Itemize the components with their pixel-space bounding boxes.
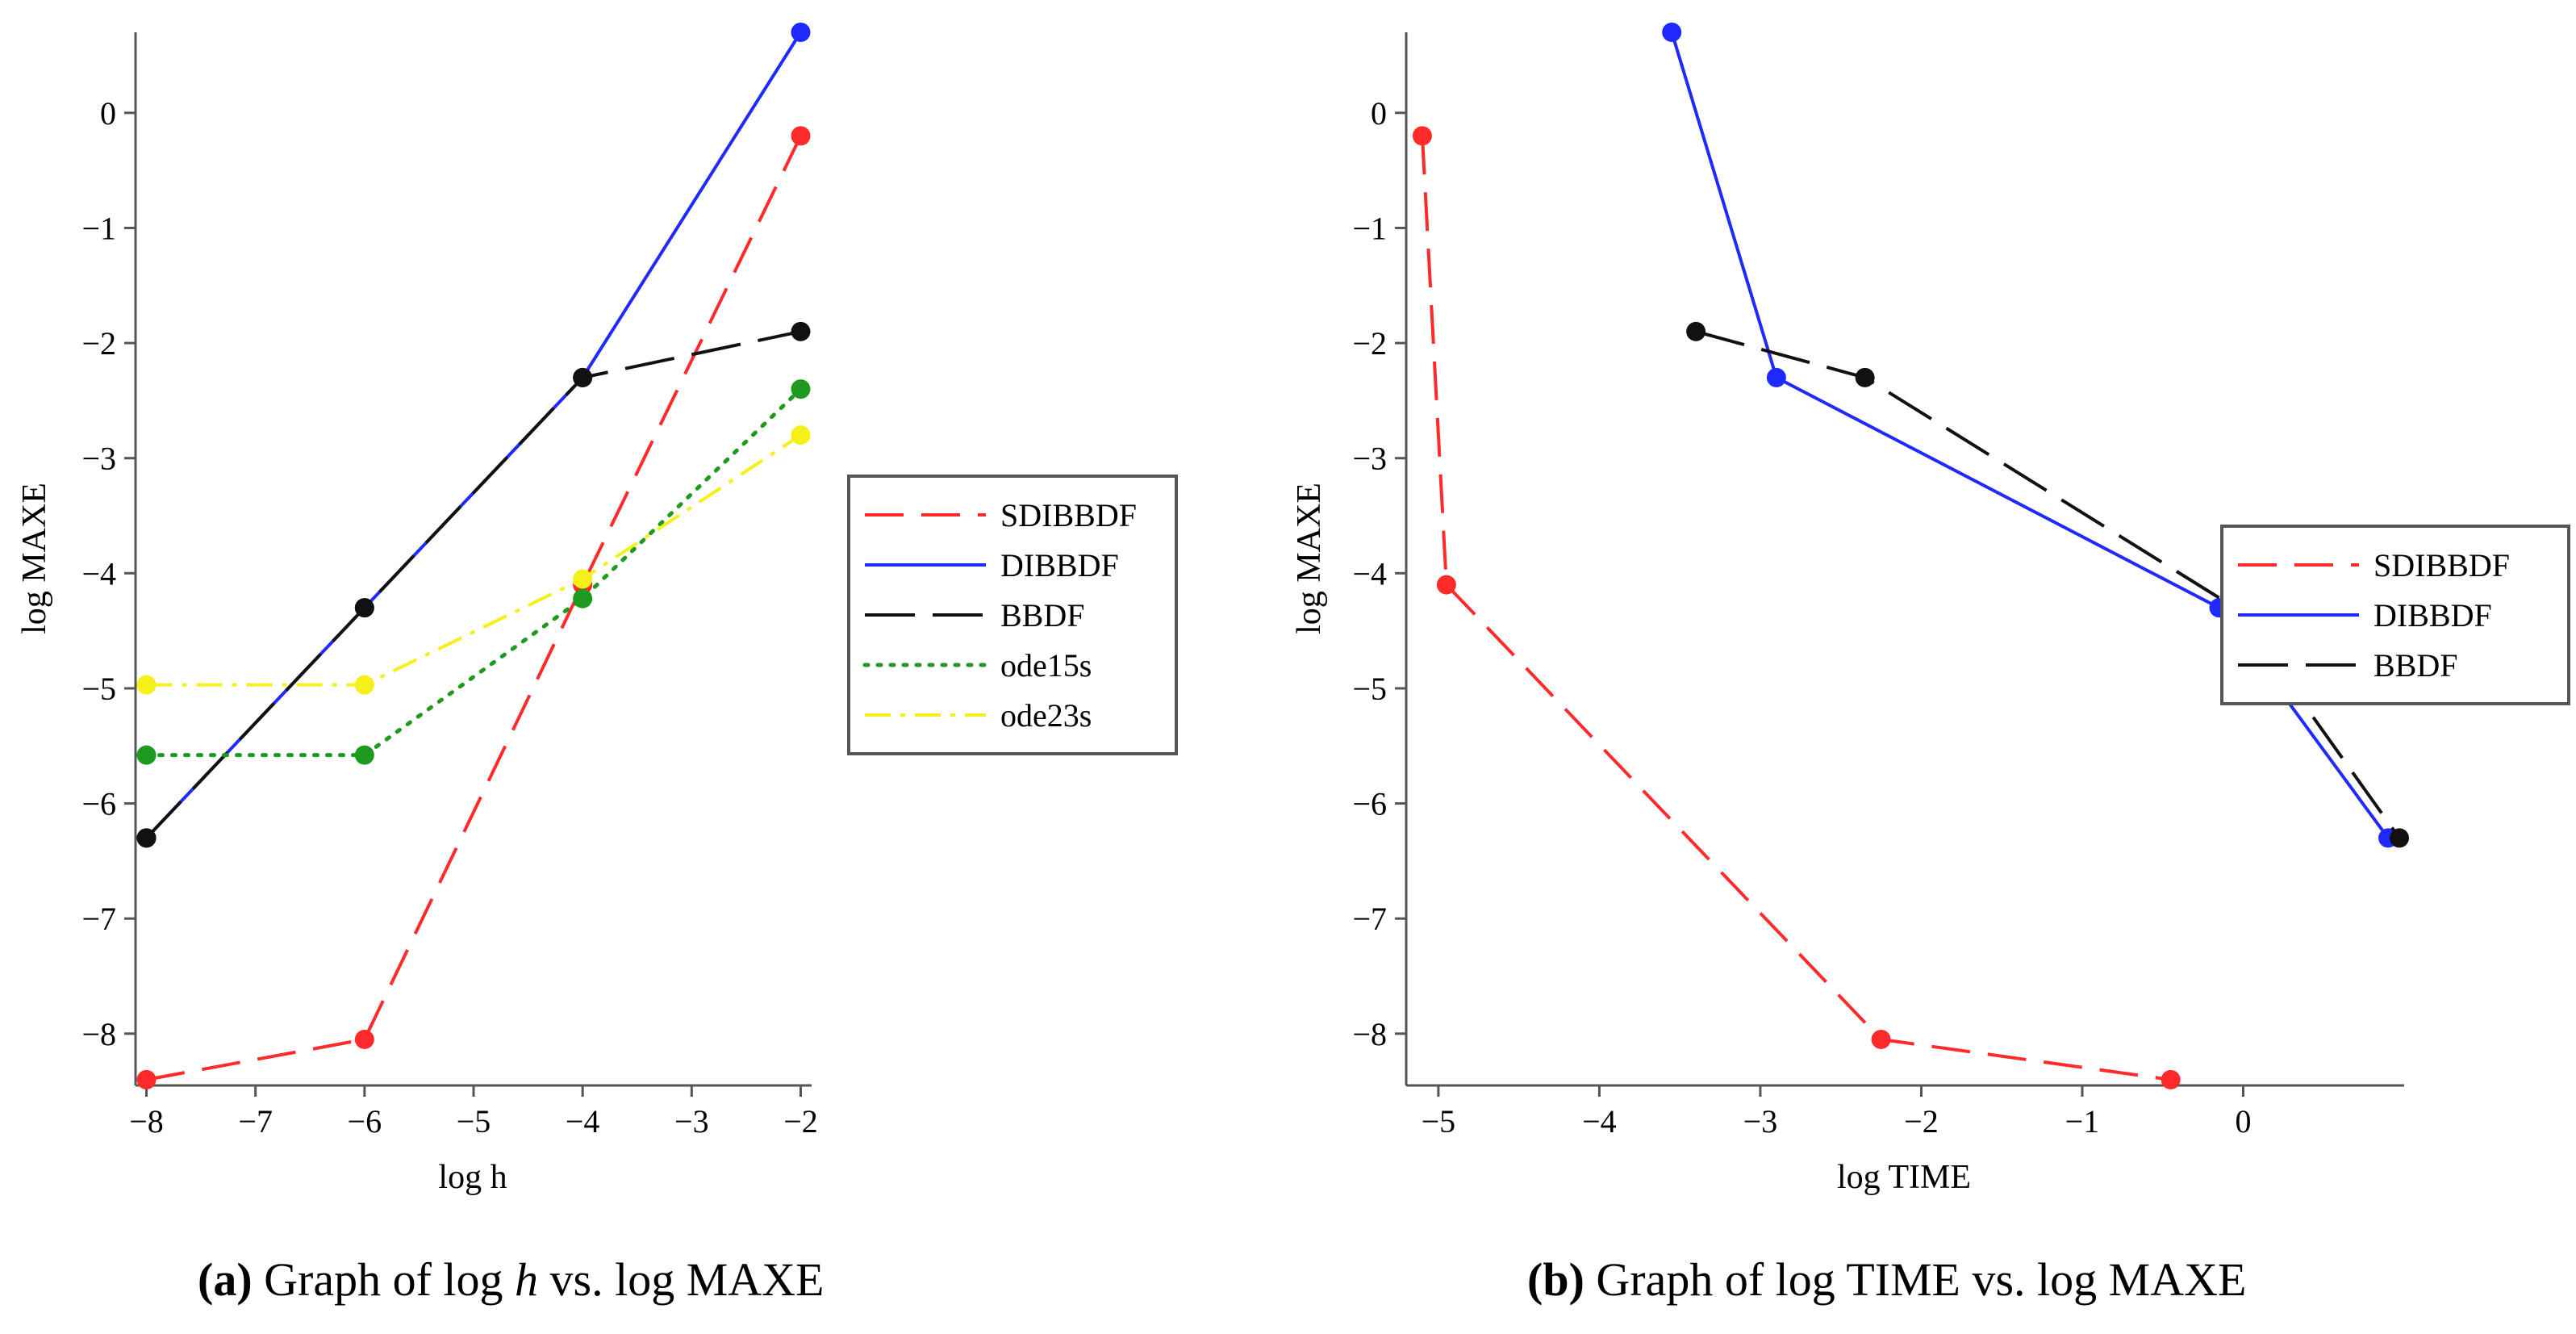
series-line-ode23s bbox=[146, 433, 802, 687]
data-point-ode15s bbox=[791, 379, 811, 399]
chart-b: −5 −4 −3 −2 −1 0 0 −1 −2 −3 −4 −5 −6 −7 −8 SDIBBDF DIBB… bbox=[1291, 23, 2570, 1196]
legend-label-ode23s: ode23s bbox=[1000, 697, 1092, 734]
data-point-ode23s bbox=[136, 675, 157, 695]
data-point-sdibbdf bbox=[1436, 575, 1456, 595]
y-tick-label: −5 bbox=[81, 671, 116, 707]
legend-label-sdibbdf: SDIBBDF bbox=[1000, 497, 1137, 533]
y-tick-label: 0 bbox=[1371, 95, 1387, 132]
x-tick-label: −3 bbox=[674, 1103, 709, 1140]
data-point-bbdf bbox=[573, 367, 593, 387]
panel-a: −8 −7 −6 −5 −4 −3 −2 0 −1 −2 −3 −4 −5 −6 −7 −8 SDIBBDF D… bbox=[0, 0, 1288, 1211]
caption-b: (b) Graph of log TIME vs. log MAXE bbox=[1527, 1252, 2246, 1307]
data-point-ode15s bbox=[573, 588, 593, 608]
x-axis-label: log TIME bbox=[1837, 1159, 1971, 1196]
y-tick-label: −6 bbox=[1352, 786, 1387, 822]
data-point-ode23s bbox=[573, 569, 593, 589]
chart-a: −8 −7 −6 −5 −4 −3 −2 0 −1 −2 −3 −4 −5 −6 −7 −8 SDIBBDF D… bbox=[16, 23, 1178, 1196]
x-tick-label: −4 bbox=[1582, 1103, 1617, 1140]
data-point-bbdf bbox=[791, 321, 811, 341]
y-tick-label: 0 bbox=[100, 95, 116, 132]
x-tick-label: −7 bbox=[238, 1103, 273, 1140]
data-point-ode15s bbox=[354, 745, 374, 765]
data-point-bbdf bbox=[1855, 367, 1875, 387]
x-tick-label: −1 bbox=[2065, 1103, 2100, 1140]
series-line-ode15s bbox=[144, 387, 803, 758]
series-line-bbdf bbox=[1695, 329, 2401, 839]
data-point-dibbdf bbox=[791, 23, 811, 42]
caption-a: (a) Graph of log h vs. log MAXE bbox=[198, 1252, 824, 1307]
data-point-sdibbdf bbox=[2161, 1069, 2181, 1089]
y-tick-label: −8 bbox=[1352, 1016, 1387, 1052]
y-axis-label: log MAXE bbox=[1291, 483, 1328, 634]
legend-label-sdibbdf: SDIBBDF bbox=[2374, 547, 2510, 583]
data-point-sdibbdf bbox=[1871, 1029, 1891, 1049]
x-tick-label: −3 bbox=[1743, 1103, 1778, 1140]
panel-b: −5 −4 −3 −2 −1 0 0 −1 −2 −3 −4 −5 −6 −7 −8 SDIBBDF DIBB… bbox=[1288, 0, 2576, 1211]
y-tick-label: −6 bbox=[81, 786, 116, 822]
x-tick-label: −2 bbox=[1904, 1103, 1939, 1140]
x-tick-label: −2 bbox=[783, 1103, 818, 1140]
x-tick-label: −5 bbox=[457, 1103, 491, 1140]
y-tick-label: −1 bbox=[81, 210, 116, 246]
data-point-bbdf bbox=[2390, 828, 2410, 848]
series-line-bbdf bbox=[145, 329, 801, 839]
series-line-sdibbdf bbox=[146, 135, 803, 1081]
legend-label-ode15s: ode15s bbox=[1000, 647, 1092, 684]
data-point-bbdf bbox=[136, 828, 157, 848]
x-axis-label: log h bbox=[438, 1159, 507, 1196]
y-tick-label: −7 bbox=[81, 901, 116, 937]
legend-label-dibbdf: DIBBDF bbox=[2374, 597, 2492, 634]
data-point-bbdf bbox=[354, 598, 374, 618]
caption-b-prefix: Graph of log TIME vs. log MAXE bbox=[1596, 1253, 2247, 1306]
data-point-sdibbdf bbox=[354, 1029, 374, 1049]
x-tick-label: −4 bbox=[566, 1103, 600, 1140]
y-tick-label: −2 bbox=[81, 325, 116, 362]
data-point-dibbdf bbox=[1766, 367, 1786, 387]
y-axis-label: log MAXE bbox=[16, 483, 53, 634]
data-point-dibbdf bbox=[1662, 23, 1682, 42]
series-line-dibbdf bbox=[145, 31, 803, 839]
y-tick-label: −3 bbox=[81, 441, 116, 477]
series-line-sdibbdf bbox=[1420, 136, 2171, 1081]
data-point-sdibbdf bbox=[136, 1069, 157, 1089]
caption-b-tag: (b) bbox=[1527, 1253, 1584, 1306]
data-point-sdibbdf bbox=[791, 126, 811, 146]
x-tick-label: −5 bbox=[1422, 1103, 1456, 1140]
data-point-sdibbdf bbox=[1412, 126, 1432, 146]
y-tick-label: −3 bbox=[1352, 441, 1387, 477]
legend-label-bbdf: BBDF bbox=[2374, 647, 2458, 684]
x-tick-label: −6 bbox=[348, 1103, 382, 1140]
caption-a-var: h bbox=[515, 1253, 539, 1306]
y-tick-label: −4 bbox=[1352, 555, 1387, 592]
caption-a-tag: (a) bbox=[198, 1253, 253, 1306]
legend-label-dibbdf: DIBBDF bbox=[1000, 547, 1119, 583]
legend-label-bbdf: BBDF bbox=[1000, 597, 1085, 634]
data-point-ode15s bbox=[136, 745, 157, 765]
data-point-ode23s bbox=[354, 675, 374, 695]
y-tick-label: −7 bbox=[1352, 901, 1387, 937]
x-tick-label: −8 bbox=[129, 1103, 164, 1140]
x-tick-label: 0 bbox=[2235, 1103, 2251, 1140]
y-tick-label: −2 bbox=[1352, 325, 1387, 362]
data-point-bbdf bbox=[1686, 321, 1706, 341]
data-point-ode23s bbox=[791, 425, 811, 445]
series-line-dibbdf bbox=[1670, 31, 2390, 839]
y-tick-label: −5 bbox=[1352, 671, 1387, 707]
caption-a-prefix: Graph of log bbox=[264, 1253, 516, 1306]
y-tick-label: −1 bbox=[1352, 210, 1387, 246]
y-tick-label: −8 bbox=[81, 1016, 116, 1052]
caption-a-suffix: vs. log MAXE bbox=[538, 1253, 825, 1306]
y-tick-label: −4 bbox=[81, 555, 116, 592]
